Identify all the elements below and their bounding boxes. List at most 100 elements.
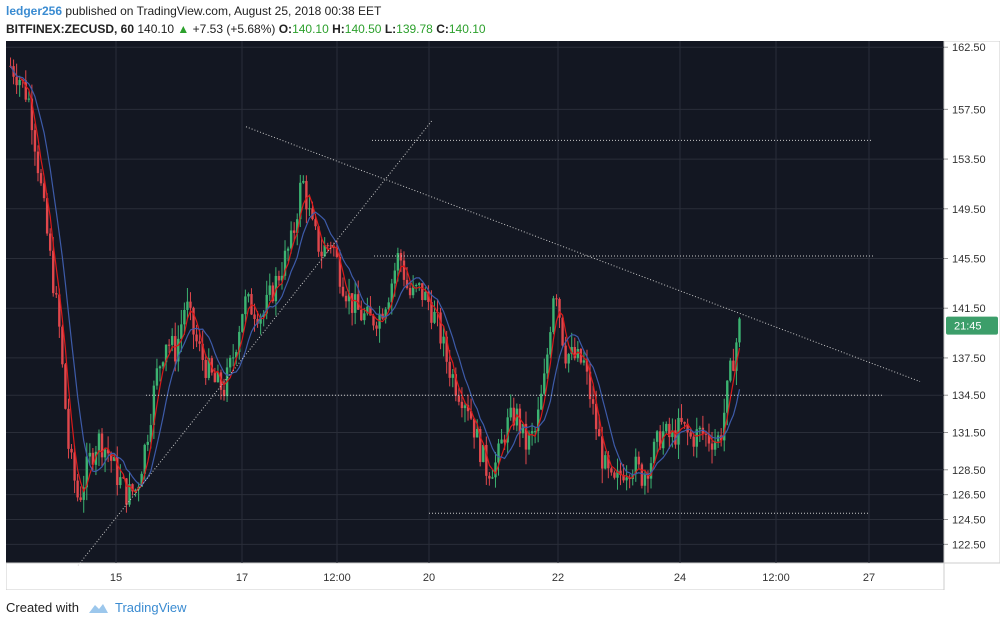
candle-body	[52, 250, 55, 294]
candle-body	[119, 477, 122, 486]
candle-body	[439, 312, 442, 344]
candle-body	[192, 307, 195, 335]
candle-body	[485, 444, 488, 476]
candle-body	[323, 245, 326, 257]
candle-body	[723, 412, 726, 441]
candle-body	[97, 433, 101, 452]
candle-body	[613, 472, 616, 478]
candle-body	[399, 253, 403, 261]
descending-trendline	[245, 126, 921, 383]
candle-body	[82, 487, 85, 500]
candle-body	[18, 79, 21, 86]
candle-body	[353, 294, 357, 313]
candle-body	[735, 342, 738, 371]
last-price-badge	[946, 316, 998, 335]
candle-body	[494, 462, 497, 478]
candle-body	[686, 423, 689, 433]
candle-body	[277, 275, 281, 281]
candle-body	[70, 448, 73, 453]
footer: Created with TradingView	[6, 598, 187, 618]
candle-body	[491, 477, 494, 479]
y-tick-label: 153.50	[952, 154, 986, 166]
candle-body	[506, 417, 509, 443]
candle-body	[42, 183, 46, 199]
candle-body	[649, 463, 653, 479]
candle-body	[55, 293, 58, 295]
candle-body	[210, 358, 214, 373]
candle-body	[671, 430, 674, 438]
candle-body	[207, 358, 210, 378]
candle-body	[680, 417, 683, 422]
candle-body	[286, 248, 290, 251]
y-tick-label: 162.50	[952, 42, 986, 54]
candle-body	[238, 331, 241, 353]
close-label: C:	[436, 22, 449, 36]
candle-body	[109, 453, 113, 461]
candle-body	[384, 309, 387, 319]
close-value: 140.10	[448, 22, 486, 36]
candle-body	[91, 452, 95, 465]
candle-body	[479, 429, 482, 463]
candle-body	[228, 357, 232, 368]
x-tick-label: 12:00	[323, 572, 351, 584]
candle-body	[134, 489, 137, 492]
candle-body	[585, 360, 589, 372]
candle-body	[726, 380, 729, 413]
candle-body	[421, 283, 424, 301]
candle-body	[268, 285, 271, 295]
candle-body	[683, 421, 686, 424]
author-link[interactable]: ledger256	[6, 4, 63, 18]
candle-body	[292, 230, 296, 233]
candle-body	[122, 477, 125, 479]
candle-body	[30, 98, 34, 131]
candle-body	[442, 336, 445, 344]
candle-body	[186, 301, 189, 310]
candle-body	[549, 332, 552, 355]
candle-body	[701, 427, 705, 434]
candle-body	[317, 226, 320, 252]
candle-body	[271, 285, 275, 302]
time-axis	[6, 562, 945, 590]
candle-body	[180, 324, 183, 339]
candle-body	[262, 313, 265, 318]
candle-body	[424, 291, 427, 301]
candle-body	[524, 423, 528, 450]
candle-body	[396, 253, 400, 271]
open-value: 140.10	[292, 22, 329, 36]
candle-body	[296, 219, 299, 233]
candle-body	[48, 233, 52, 251]
candle-body	[469, 411, 473, 419]
candle-body	[497, 443, 500, 463]
candle-body	[247, 294, 250, 297]
candle-body	[158, 366, 162, 369]
y-tick-label: 131.50	[952, 428, 986, 440]
candle-body	[558, 299, 561, 318]
x-tick-label: 22	[552, 572, 564, 584]
y-tick-label: 137.50	[952, 353, 986, 365]
tradingview-link[interactable]: TradingView	[114, 600, 187, 615]
candle-body	[607, 455, 610, 469]
candle-body	[305, 180, 308, 210]
candle-body	[512, 407, 515, 426]
candle-body	[405, 279, 409, 288]
candle-body	[280, 275, 284, 281]
candle-body	[64, 364, 67, 409]
candle-body	[79, 497, 82, 500]
candle-body	[729, 360, 732, 381]
candle-body	[299, 182, 302, 220]
candle-body	[640, 464, 644, 486]
candle-body	[326, 245, 329, 247]
candle-body	[222, 389, 226, 397]
candle-body	[341, 286, 345, 296]
candle-body	[503, 439, 506, 443]
y-tick-label: 134.50	[952, 390, 986, 402]
candle-body	[125, 478, 128, 505]
candle-body	[283, 250, 287, 276]
candle-body	[643, 473, 647, 486]
candle-body	[543, 373, 546, 394]
candle-body	[500, 439, 503, 444]
price-chart[interactable]: 162.50 157.50 153.50 149.50 145.50 141.50 137.…	[6, 41, 1000, 590]
candle-body	[88, 452, 92, 457]
candle-body	[533, 431, 537, 433]
candle-body	[174, 336, 177, 362]
